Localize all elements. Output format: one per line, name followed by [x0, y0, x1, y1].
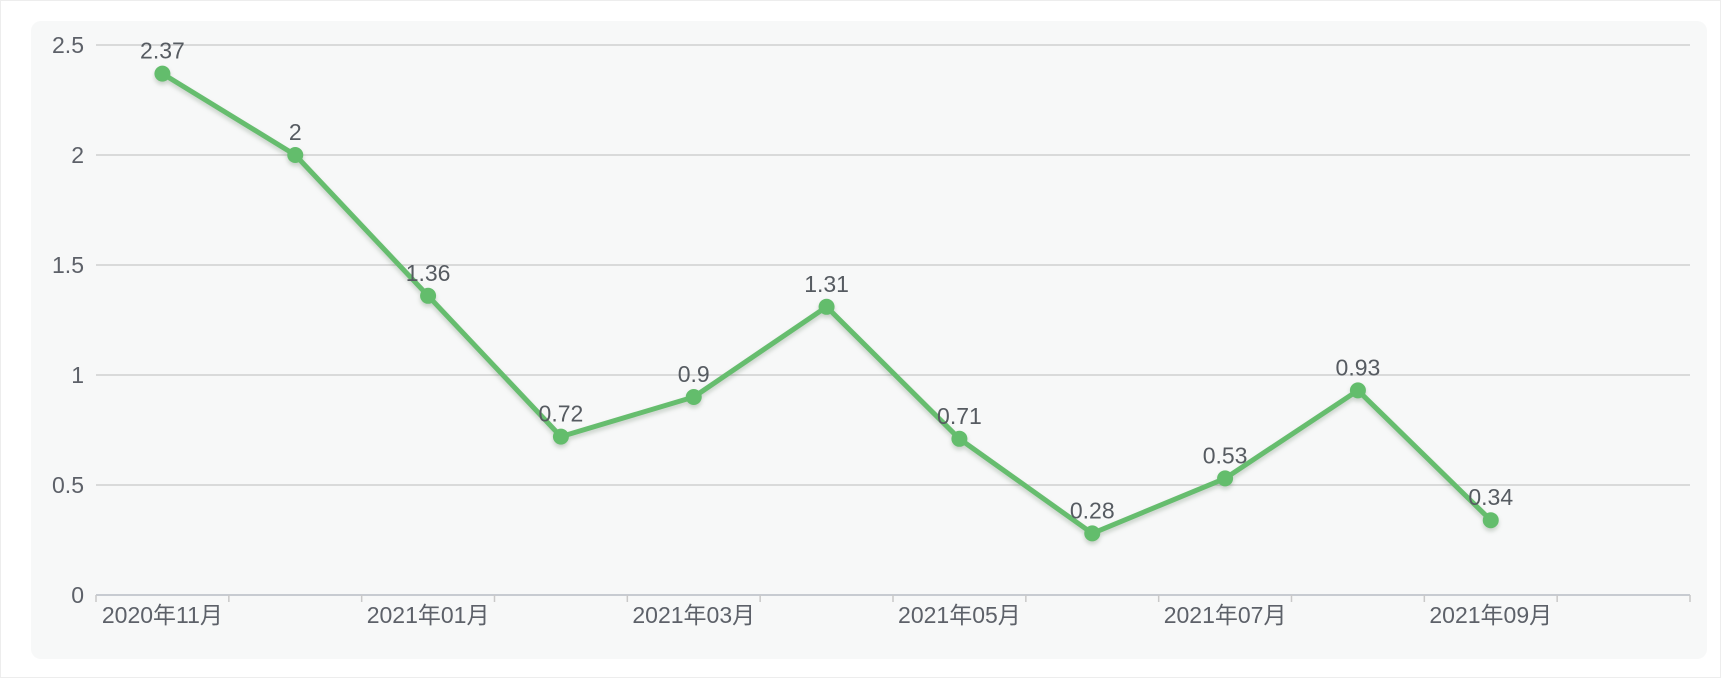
y-tick-label: 1	[71, 362, 84, 388]
y-tick-label: 2.5	[52, 32, 84, 58]
data-point[interactable]	[685, 389, 702, 405]
data-point-label: 1.31	[804, 271, 849, 297]
x-axis-label: 2021年09月	[1429, 602, 1552, 628]
data-point[interactable]	[1482, 512, 1499, 529]
data-point[interactable]	[420, 287, 437, 304]
data-point[interactable]	[1084, 525, 1101, 542]
x-axis-label: 2021年03月	[632, 602, 755, 628]
data-point[interactable]	[287, 147, 304, 163]
data-point-label: 0.71	[937, 403, 982, 429]
data-point[interactable]	[154, 65, 171, 82]
y-tick-label: 2	[71, 142, 84, 168]
x-axis-label: 2021年01月	[367, 602, 490, 628]
data-point[interactable]	[1349, 382, 1366, 399]
chart-panel	[31, 21, 1707, 659]
data-point-label: 2	[289, 119, 302, 145]
data-point[interactable]	[951, 430, 968, 447]
data-point[interactable]	[1217, 470, 1234, 487]
data-point-label: 0.34	[1468, 484, 1513, 510]
data-point-label: 2.37	[140, 38, 185, 64]
data-point[interactable]	[552, 428, 569, 445]
x-axis-label: 2020年11月	[102, 602, 223, 628]
data-point-label: 0.93	[1336, 354, 1381, 380]
y-tick-label: 1.5	[52, 252, 84, 278]
series-group	[154, 65, 1499, 542]
data-point-label: 0.53	[1203, 442, 1248, 468]
data-point-label: 0.9	[678, 361, 710, 387]
y-tick-label: 0.5	[52, 472, 84, 498]
x-axis-label: 2021年07月	[1164, 602, 1287, 628]
data-point[interactable]	[818, 298, 835, 315]
y-tick-label: 0	[71, 582, 84, 608]
data-point-label: 0.72	[539, 401, 584, 427]
data-point-label: 1.36	[406, 260, 451, 286]
x-axis-label: 2021年05月	[898, 602, 1021, 628]
data-point-label: 0.28	[1070, 497, 1115, 523]
